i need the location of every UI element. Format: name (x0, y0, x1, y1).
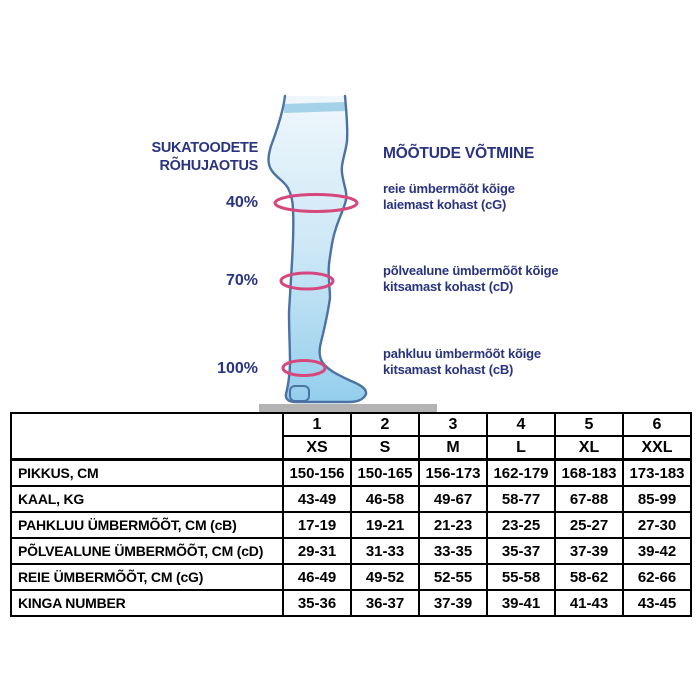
heel-outline (289, 385, 310, 402)
table-cell: 43-45 (622, 589, 692, 617)
table-row: XS S M L XL XXL (11, 435, 692, 461)
table-row: PIKKUS, CM 150-156 150-165 156-173 162-1… (10, 458, 692, 487)
table-cell: 49-67 (418, 485, 488, 513)
table-cell: 36-37 (350, 589, 420, 617)
knee-measure-ring (279, 271, 335, 291)
table-cell: 156-173 (418, 458, 488, 487)
table-cell: 31-33 (350, 537, 420, 565)
size-number-cell: 5 (554, 412, 624, 437)
table-cell: 162-179 (486, 458, 556, 487)
table-cell: 23-25 (486, 511, 556, 539)
size-code-cell: XXL (622, 435, 692, 461)
table-row: PAHKLUU ÜMBERMÕÕT, CM (cB) 17-19 19-21 2… (10, 511, 692, 539)
table-cell: 39-42 (622, 537, 692, 565)
table-cell: 46-49 (282, 563, 352, 591)
size-code-cell: XL (554, 435, 624, 461)
pressure-label-100: 100% (217, 360, 258, 377)
table-cell: 35-36 (282, 589, 352, 617)
pressure-label-40: 40% (225, 194, 258, 211)
ankle-annotation-line1: pahkluu ümbermõõt kõige (383, 346, 541, 361)
size-number-cell: 3 (418, 412, 488, 437)
knee-annotation: põlvealune ümbermõõt kõige kitsamast koh… (383, 263, 613, 294)
floor-platform (259, 404, 437, 412)
ankle-annotation-line2: kitsamast kohast (cB) (383, 361, 514, 377)
row-label: KINGA NUMBER (10, 589, 284, 617)
table-cell: 21-23 (418, 511, 488, 539)
table-cell: 39-41 (486, 589, 556, 617)
table-cell: 35-37 (486, 537, 556, 565)
table-cell: 62-66 (622, 563, 692, 591)
measuring-title: MÕÕTUDE VÕTMINE (383, 145, 535, 162)
table-cell: 67-88 (554, 485, 624, 513)
table-cell: 19-21 (350, 511, 420, 539)
pressure-title-line1: SUKATOODETE (151, 140, 258, 156)
size-number-cell: 4 (486, 412, 556, 437)
table-row: KINGA NUMBER 35-36 36-37 37-39 39-41 41-… (10, 589, 692, 617)
table-cell: 41-43 (554, 589, 624, 617)
table-cell: 173-183 (622, 458, 692, 487)
leg-diagram (259, 94, 437, 412)
size-number-cell: 6 (622, 412, 692, 437)
table-row: KAAL, KG 43-49 46-58 49-67 58-77 67-88 8… (10, 485, 692, 513)
table-cell: 37-39 (418, 589, 488, 617)
size-code-cell: L (486, 435, 556, 461)
ankle-measure-ring (281, 359, 327, 377)
table-cell: 33-35 (418, 537, 488, 565)
table-cell: 55-58 (486, 563, 556, 591)
leg-silhouette (268, 96, 367, 402)
table-row: PÕLVEALUNE ÜMBERMÕÕT, CM (cD) 29-31 31-3… (10, 537, 692, 565)
thigh-annotation-line1: reie ümbermõõt kõige (383, 181, 515, 196)
table-cell: 150-156 (282, 458, 352, 487)
thigh-measure-ring (273, 193, 359, 213)
size-code-cell: XS (282, 435, 352, 461)
row-label: PIKKUS, CM (10, 458, 284, 487)
knee-annotation-line1: põlvealune ümbermõõt kõige (383, 263, 559, 278)
table-cell: 43-49 (282, 485, 352, 513)
size-code-cell: S (350, 435, 420, 461)
table-cell: 49-52 (350, 563, 420, 591)
table-cell: 168-183 (554, 458, 624, 487)
pressure-distribution-title: SUKATOODETE RÕHUJAOTUS (100, 140, 258, 175)
thigh-annotation: reie ümbermõõt kõige laiemast kohast (cG… (383, 181, 613, 212)
row-label: PAHKLUU ÜMBERMÕÕT, CM (cB) (10, 511, 284, 539)
table-corner-cell (10, 412, 284, 461)
pressure-title-line2: RÕHUJAOTUS (159, 157, 258, 174)
table-row: 1 2 3 4 5 6 (10, 412, 692, 461)
table-cell: 46-58 (350, 485, 420, 513)
table-cell: 150-165 (350, 458, 420, 487)
size-number-cell: 2 (350, 412, 420, 437)
row-label: REIE ÜMBERMÕÕT, CM (cG) (10, 563, 284, 591)
table-cell: 27-30 (622, 511, 692, 539)
row-label: PÕLVEALUNE ÜMBERMÕÕT, CM (cD) (10, 537, 284, 565)
leg-outline (267, 94, 368, 404)
table-cell: 52-55 (418, 563, 488, 591)
knee-annotation-line2: kitsamast kohast (cD) (383, 278, 514, 294)
size-table: 1 2 3 4 5 6 XS S M L XL XXL PIKKUS, CM 1… (10, 412, 692, 617)
table-cell: 58-62 (554, 563, 624, 591)
ankle-annotation: pahkluu ümbermõõt kõige kitsamast kohast… (383, 346, 613, 377)
stocking-top-band (284, 102, 345, 113)
size-number-cell: 1 (282, 412, 352, 437)
table-cell: 25-27 (554, 511, 624, 539)
row-label: KAAL, KG (10, 485, 284, 513)
table-cell: 17-19 (282, 511, 352, 539)
table-cell: 58-77 (486, 485, 556, 513)
table-cell: 29-31 (282, 537, 352, 565)
table-row: REIE ÜMBERMÕÕT, CM (cG) 46-49 49-52 52-5… (10, 563, 692, 591)
size-code-cell: M (418, 435, 488, 461)
table-cell: 85-99 (622, 485, 692, 513)
table-cell: 37-39 (554, 537, 624, 565)
pressure-label-70: 70% (225, 272, 258, 289)
thigh-annotation-line2: laiemast kohast (cG) (383, 196, 507, 212)
